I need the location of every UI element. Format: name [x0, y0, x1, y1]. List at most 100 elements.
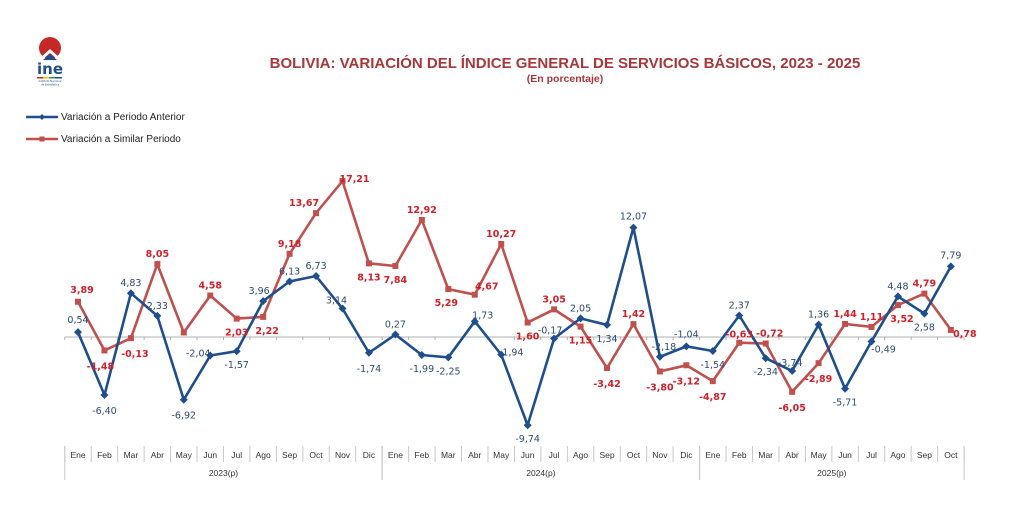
data-point-similar[interactable] [842, 320, 849, 327]
data-label-anterior: -0,49 [871, 344, 896, 355]
x-tick-label: Ene [388, 450, 403, 460]
data-label-anterior: 4,48 [887, 281, 908, 292]
data-point-similar[interactable] [736, 339, 743, 346]
data-label-anterior: 6,73 [305, 261, 326, 272]
x-tick-label: Jun [203, 450, 217, 460]
data-point-anterior[interactable] [364, 348, 373, 357]
data-point-similar[interactable] [551, 306, 558, 313]
data-point-similar[interactable] [365, 260, 372, 267]
data-point-similar[interactable] [313, 210, 320, 217]
data-point-similar[interactable] [180, 329, 187, 336]
legend-item-anterior[interactable]: Variación a Periodo Anterior [26, 106, 185, 128]
data-point-similar[interactable] [789, 388, 796, 395]
legend-item-similar[interactable]: Variación a Similar Periodo [26, 128, 185, 150]
legend-label-anterior: Variación a Periodo Anterior [61, 111, 185, 123]
data-point-similar[interactable] [762, 340, 769, 347]
data-point-similar[interactable] [127, 335, 134, 342]
data-point-anterior[interactable] [893, 292, 902, 301]
data-point-similar[interactable] [709, 378, 716, 385]
data-label-anterior: -1,99 [410, 364, 435, 375]
series-layer [74, 178, 955, 430]
data-label-anterior: 0,54 [67, 315, 88, 326]
data-label-anterior: -1,04 [674, 329, 699, 340]
data-point-anterior[interactable] [312, 272, 321, 281]
data-label-similar: 1,15 [569, 336, 592, 347]
data-point-anterior[interactable] [655, 352, 664, 361]
data-point-anterior[interactable] [338, 304, 347, 313]
data-label-similar: 1,60 [516, 332, 540, 343]
data-point-similar[interactable] [418, 216, 425, 223]
data-point-anterior[interactable] [735, 311, 744, 320]
data-point-similar[interactable] [286, 250, 293, 257]
data-point-anterior[interactable] [417, 351, 426, 360]
data-point-anterior[interactable] [232, 347, 241, 356]
x-tick-label: Dic [680, 450, 693, 460]
data-label-similar: 17,21 [339, 174, 369, 185]
data-point-similar[interactable] [101, 347, 108, 354]
data-point-anterior[interactable] [814, 320, 823, 329]
x-tick-label: Sep [599, 450, 614, 460]
data-point-anterior[interactable] [576, 314, 585, 323]
data-point-similar[interactable] [921, 290, 928, 297]
data-point-similar[interactable] [524, 319, 531, 326]
data-point-anterior[interactable] [867, 337, 876, 346]
data-point-anterior[interactable] [708, 346, 717, 355]
data-point-anterior[interactable] [259, 297, 268, 306]
data-point-anterior[interactable] [550, 334, 559, 343]
data-point-anterior[interactable] [788, 366, 797, 375]
data-point-anterior[interactable] [920, 309, 929, 318]
data-point-similar[interactable] [656, 368, 663, 375]
data-label-anterior: -1,94 [499, 348, 524, 359]
data-point-similar[interactable] [445, 286, 452, 293]
data-point-anterior[interactable] [841, 384, 850, 393]
data-label-anterior: -0,17 [538, 326, 563, 337]
data-point-similar[interactable] [339, 178, 346, 185]
data-point-similar[interactable] [947, 326, 954, 333]
data-point-anterior[interactable] [761, 354, 770, 363]
data-point-anterior[interactable] [444, 353, 453, 362]
data-point-anterior[interactable] [682, 342, 691, 351]
data-point-similar[interactable] [683, 362, 690, 369]
data-point-anterior[interactable] [126, 289, 135, 298]
data-point-similar[interactable] [604, 364, 610, 371]
data-point-similar[interactable] [894, 302, 901, 309]
x-tick-label: Mar [124, 450, 139, 460]
data-point-anterior[interactable] [100, 390, 109, 399]
data-point-similar[interactable] [233, 315, 240, 322]
x-tick-label: Abr [786, 450, 799, 460]
data-point-similar[interactable] [868, 323, 875, 330]
data-point-anterior[interactable] [523, 421, 532, 430]
data-label-similar: -2,89 [805, 374, 832, 385]
data-label-similar: -3,42 [593, 379, 620, 390]
data-label-anterior: 12,07 [620, 212, 647, 223]
data-label-anterior: -3,74 [778, 358, 803, 369]
data-point-similar[interactable] [498, 240, 505, 247]
data-point-anterior[interactable] [603, 320, 611, 329]
data-point-anterior[interactable] [179, 395, 188, 404]
data-label-similar: 4,58 [199, 281, 223, 292]
data-point-similar[interactable] [207, 292, 214, 299]
data-label-anterior: -6,92 [172, 411, 197, 422]
data-point-anterior[interactable] [470, 317, 479, 326]
data-point-anterior[interactable] [497, 350, 506, 359]
data-point-similar[interactable] [260, 313, 267, 320]
data-point-anterior[interactable] [946, 262, 955, 271]
data-point-anterior[interactable] [285, 277, 294, 286]
x-tick-label: Abr [151, 450, 164, 460]
data-point-anterior[interactable] [206, 351, 215, 360]
data-labels: 0,54 -6,40 4,83 2,33 -6,92 -2,04 -1,57 3,96 6,13… [67, 174, 977, 445]
data-point-similar[interactable] [75, 298, 81, 305]
ine-logo: ine Instituto Nacional de Estadística [28, 36, 76, 96]
data-point-anterior[interactable] [391, 330, 400, 339]
data-point-similar[interactable] [577, 323, 584, 330]
data-label-similar: 3,05 [542, 294, 565, 305]
data-point-similar[interactable] [392, 262, 399, 269]
x-tick-label: May [493, 450, 510, 460]
data-point-similar[interactable] [815, 360, 822, 367]
data-point-anterior[interactable] [153, 311, 162, 320]
data-point-similar[interactable] [630, 321, 637, 328]
data-point-anterior[interactable] [74, 328, 82, 337]
data-point-similar[interactable] [154, 261, 161, 268]
data-point-anterior[interactable] [629, 223, 638, 232]
data-point-similar[interactable] [471, 291, 478, 298]
